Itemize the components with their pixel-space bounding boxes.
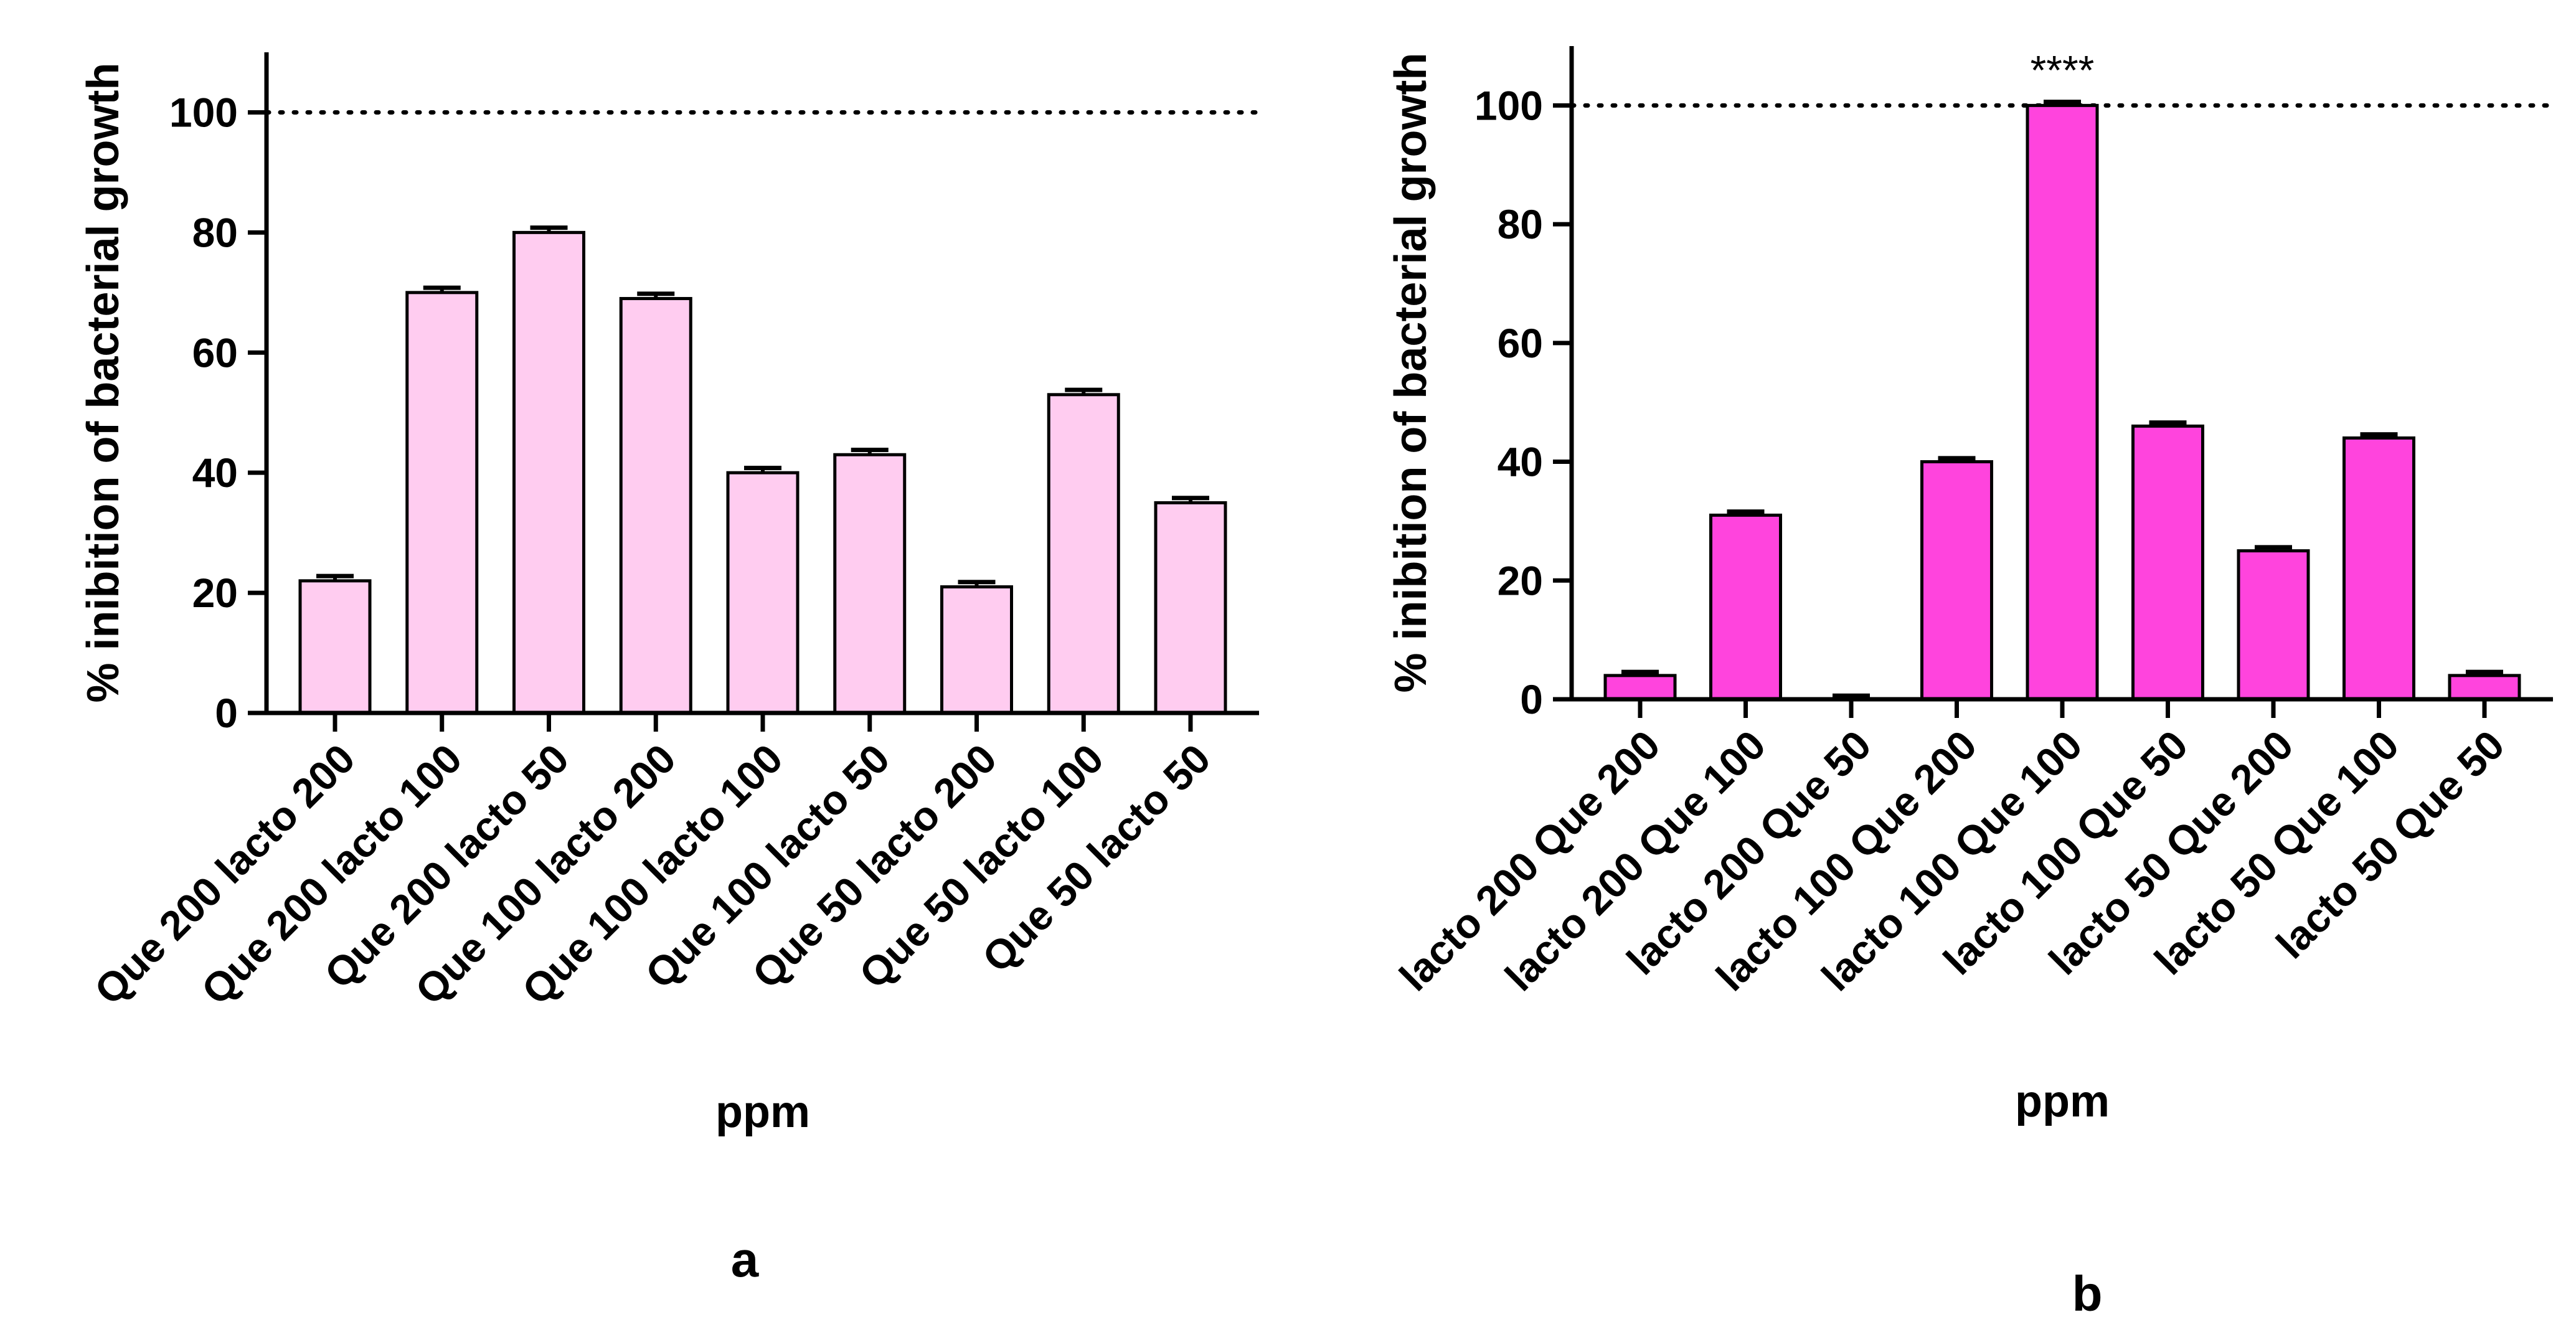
bar xyxy=(2342,436,2415,701)
y-tick-label: 20 xyxy=(1498,557,1543,603)
bar xyxy=(1047,393,1120,715)
bar xyxy=(833,453,907,715)
panel-letter: a xyxy=(731,1232,759,1287)
y-tick-label: 40 xyxy=(192,450,238,496)
bar xyxy=(298,579,372,715)
bar xyxy=(619,296,692,715)
bar xyxy=(1603,674,1677,701)
bar xyxy=(1920,460,1993,701)
bar xyxy=(2131,424,2204,701)
y-tick-label: 100 xyxy=(169,89,238,135)
bar xyxy=(2448,674,2521,701)
bar xyxy=(1709,513,1782,701)
bar xyxy=(2026,103,2099,701)
y-tick-label: 0 xyxy=(1520,676,1543,722)
y-tick-label: 60 xyxy=(1498,320,1543,366)
bar xyxy=(1154,501,1227,715)
x-axis-title: ppm xyxy=(715,1087,810,1137)
bar xyxy=(2237,549,2310,701)
bar xyxy=(512,230,585,715)
bar xyxy=(940,585,1013,715)
significance-annotation: **** xyxy=(2031,47,2095,93)
y-tick-label: 80 xyxy=(192,209,238,255)
panel-letter: b xyxy=(2072,1266,2103,1321)
x-axis-title: ppm xyxy=(2015,1077,2110,1126)
bar xyxy=(405,291,479,715)
y-axis-title: % inibition of bacterial growth xyxy=(1386,52,1436,692)
y-tick-label: 20 xyxy=(192,570,238,616)
y-axis-title: % inibition of bacterial growth xyxy=(78,62,128,702)
y-tick-label: 100 xyxy=(1474,82,1543,128)
y-tick-label: 60 xyxy=(192,329,238,375)
y-tick-label: 0 xyxy=(215,690,238,736)
y-tick-label: 40 xyxy=(1498,439,1543,485)
bar xyxy=(726,471,800,715)
y-tick-label: 80 xyxy=(1498,201,1543,247)
